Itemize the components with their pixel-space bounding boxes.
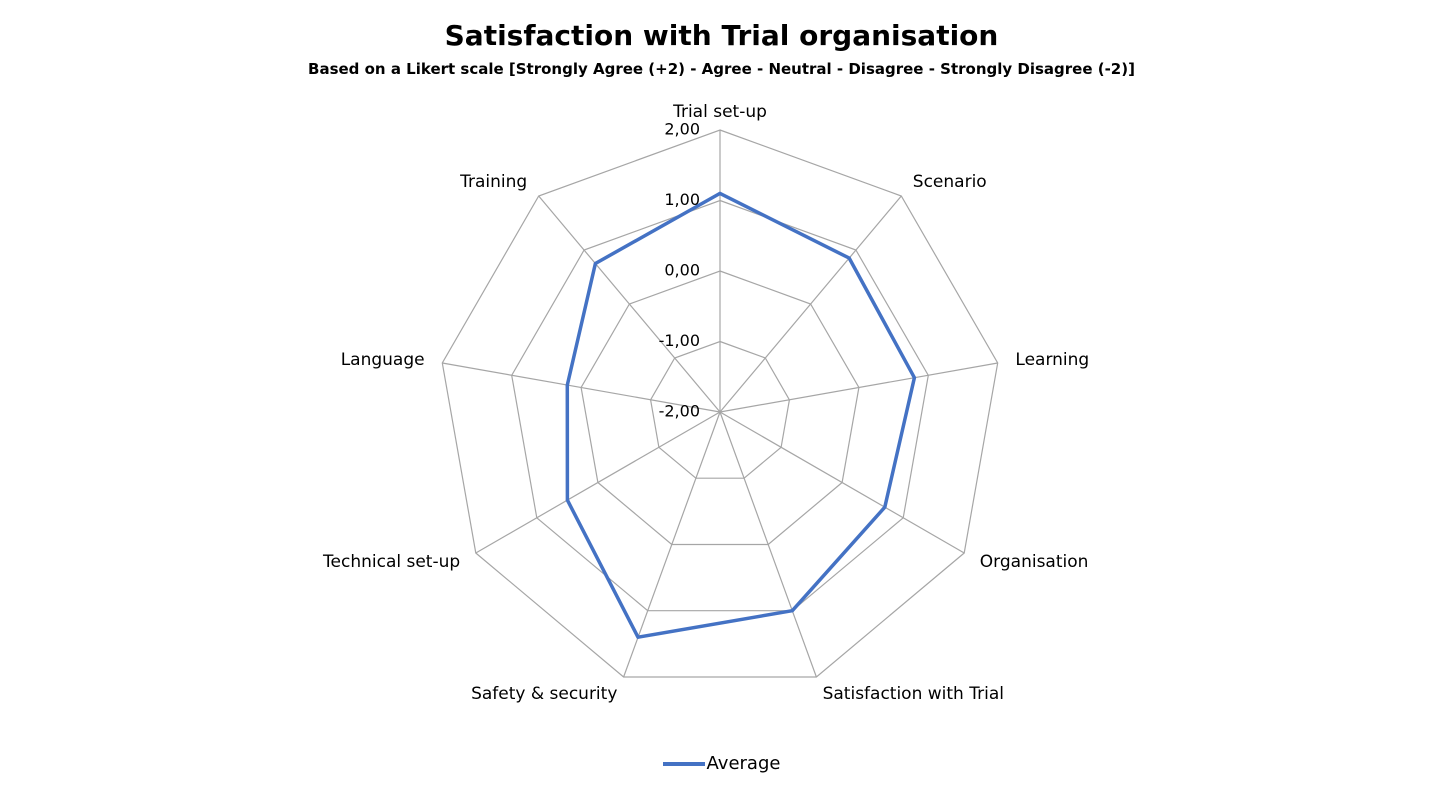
data-point-1: [847, 256, 851, 260]
category-label-6: Technical set-up: [322, 552, 460, 572]
legend-label-average: Average: [706, 753, 781, 774]
legend-swatch-average: [662, 762, 705, 766]
chart-subtitle: Based on a Likert scale [Strongly Agree …: [308, 60, 1135, 78]
data-point-5: [636, 635, 640, 639]
radar-series-layer: [565, 191, 917, 639]
category-label-3: Organisation: [980, 552, 1089, 572]
chart-title: Satisfaction with Trial organisation: [444, 19, 999, 52]
series-line-average: [565, 191, 917, 639]
grid-spoke-1: [719, 195, 902, 413]
grid-spoke-3: [719, 411, 965, 554]
grid-spoke-8: [538, 195, 721, 413]
radar-grid: [441, 129, 999, 678]
grid-ring-3: [511, 199, 929, 612]
grid-spoke-5: [623, 411, 721, 678]
radial-tick-labels: -2,00 -1,00 0,00 1,00 2,00: [659, 120, 700, 421]
grid-ring-1: [649, 340, 791, 479]
category-label-4: Satisfaction with Trial: [823, 684, 1004, 704]
grid-spoke-2: [719, 362, 998, 413]
category-label-5: Safety & security: [471, 684, 617, 704]
grid-ring-2: [580, 270, 860, 546]
tick-label-3: 1,00: [664, 190, 700, 209]
data-point-6: [565, 498, 569, 502]
data-point-3: [883, 505, 887, 509]
data-point-7: [565, 383, 569, 387]
data-point-8: [593, 262, 597, 265]
tick-label-1: -1,00: [659, 331, 700, 350]
legend: Average: [0, 750, 1443, 778]
grid-spoke-6: [475, 411, 721, 554]
category-label-2: Learning: [1015, 350, 1089, 370]
grid-spoke-4: [719, 411, 817, 678]
data-point-4: [790, 609, 794, 613]
data-point-0: [718, 191, 722, 195]
tick-label-2: 0,00: [664, 261, 700, 280]
grid-ring-4: [441, 129, 999, 678]
tick-label-0: -2,00: [659, 402, 700, 421]
tick-label-4: 2,00: [664, 120, 700, 139]
category-label-7: Language: [341, 350, 425, 370]
category-label-0: Trial set-up: [672, 102, 767, 122]
category-labels: Trial set-up Scenario Learning Organisation…: [322, 102, 1089, 704]
category-label-8: Training: [459, 172, 527, 192]
data-point-2: [912, 376, 916, 380]
category-label-1: Scenario: [913, 172, 987, 192]
grid-spoke-7: [442, 362, 721, 413]
